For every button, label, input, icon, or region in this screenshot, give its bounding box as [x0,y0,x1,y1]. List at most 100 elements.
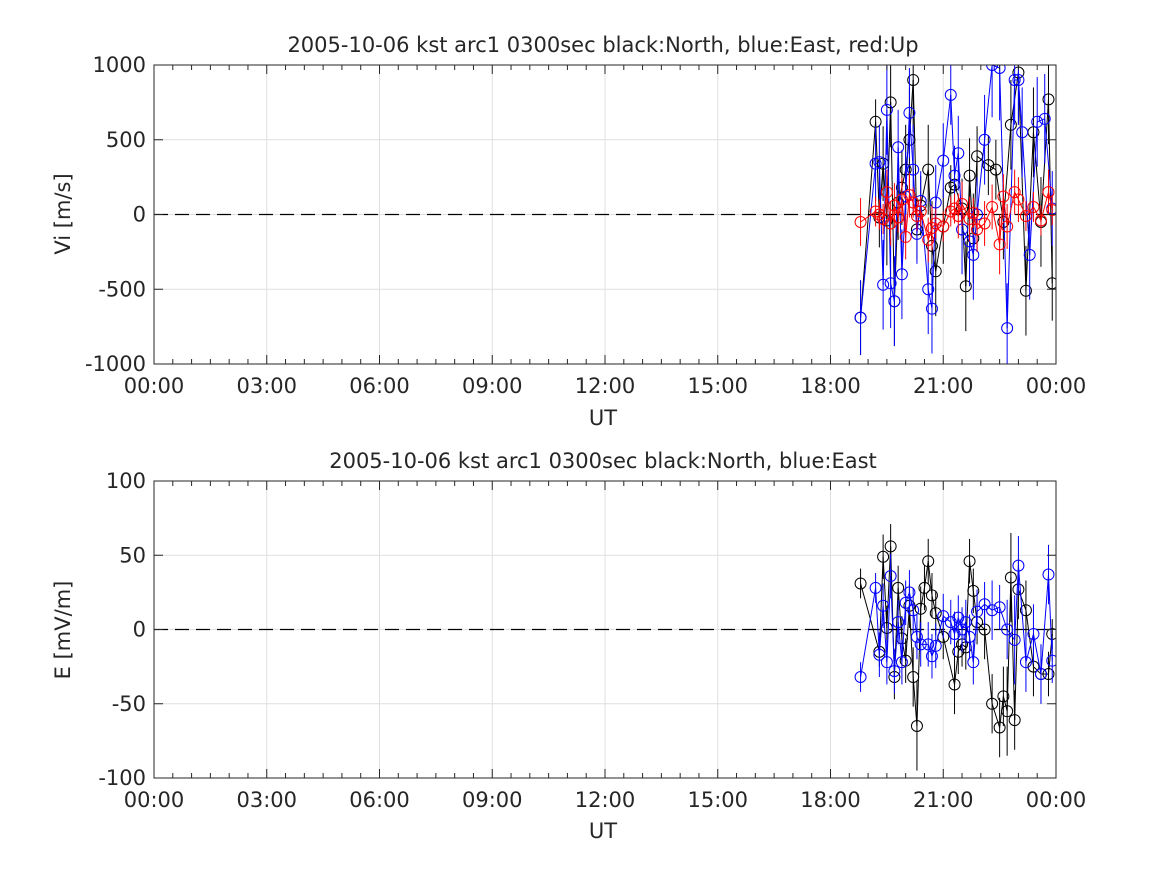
data-point [907,73,920,86]
series-line-segment [927,227,933,241]
data-point [1027,627,1040,640]
data-point [899,230,912,243]
y-tick-label: 0 [133,203,146,227]
data-point [880,656,893,669]
series-line-segment [969,175,974,239]
data-point [895,193,908,206]
series-line-segment [1032,633,1042,675]
data-point [986,65,999,71]
data-point [907,196,920,209]
series-line-segment [961,621,967,630]
series-line-segment [908,605,914,678]
x-tick-label: 00:00 [1026,374,1087,398]
data-point [993,65,1006,74]
data-point [925,589,938,602]
data-point [1012,73,1025,86]
data-point [892,141,905,154]
data-point [884,540,897,553]
data-point [993,601,1006,614]
data-point [978,133,991,146]
data-point [967,656,980,669]
data-point [903,189,916,202]
series-line-segment [954,617,959,635]
series-line-segment [984,206,993,224]
data-point [1031,115,1044,128]
data-point [922,638,935,651]
x-tick-label: 06:00 [349,374,410,398]
data-point [918,581,931,594]
series-line-segment [912,676,918,727]
data-layer [854,65,1056,364]
data-point [948,627,961,640]
data-point [910,720,923,733]
data-point [997,190,1010,203]
data-point [1042,93,1055,106]
series-line-segment [1037,118,1045,123]
series-line-segment [1044,118,1053,209]
data-point [963,630,976,643]
chart-title: 2005-10-06 kst arc1 0300sec black:North,… [329,449,877,473]
data-point [978,598,991,611]
data-point [922,233,935,246]
data-point [869,581,882,594]
series-line-segment [942,615,952,623]
data-point [986,201,999,214]
data-point [993,721,1006,734]
data-point [963,212,976,225]
series-line-segment [897,199,903,218]
data-point [1004,118,1017,131]
series-line-segment [999,196,1004,245]
series-line-segment [1040,574,1049,675]
series-line-segment [927,289,933,309]
series-line-segment [882,192,888,220]
series-line-segment [860,211,876,223]
data-point [1001,322,1014,335]
data-point [877,599,890,612]
series-line-segment [935,160,944,203]
data-point [877,212,890,225]
series-line-segment [897,622,903,663]
series-line-segment [908,112,914,170]
series-line-segment [878,605,884,655]
series-line-segment [875,211,880,215]
data-point [1042,668,1055,681]
x-tick-label: 18:00 [800,788,861,812]
data-point [888,199,901,212]
y-tick-label: 100 [106,469,146,493]
series-line-segment [916,211,922,217]
data-point [1008,73,1021,86]
data-point [888,295,901,308]
series-line-segment [890,205,895,224]
y-tick-label: -100 [98,766,146,790]
data-point [967,584,980,597]
series-line-segment [1029,121,1038,255]
data-point [986,604,999,617]
series-line-segment [1047,191,1053,211]
series-line-segment [961,643,967,648]
series-line-segment [1014,191,1019,200]
data-point [929,265,942,278]
data-point [907,671,920,684]
series-line-segment [886,546,892,629]
x-tick-label: 00:00 [1026,788,1087,812]
y-tick-label: 1000 [93,53,146,77]
series-line-segment [1010,577,1016,721]
series-line-segment [882,556,888,629]
y-axis-label: E [mV/m] [51,581,75,680]
series-line-segment [1006,577,1012,712]
data-point [944,88,957,101]
e-field-panel: 2005-10-06 kst arc1 0300sec black:North,… [51,449,1086,843]
data-layer [854,524,1056,771]
data-point [967,248,980,261]
series-line-segment [905,605,910,661]
data-point [922,555,935,568]
series-line-segment [905,195,910,237]
x-tick-label: 12:00 [575,374,636,398]
data-point [854,311,867,324]
series-line-segment [931,202,937,309]
series-line-segment [916,608,922,727]
data-point [854,671,867,684]
data-point [892,581,905,594]
data-point [956,198,969,211]
data-point [880,103,893,116]
